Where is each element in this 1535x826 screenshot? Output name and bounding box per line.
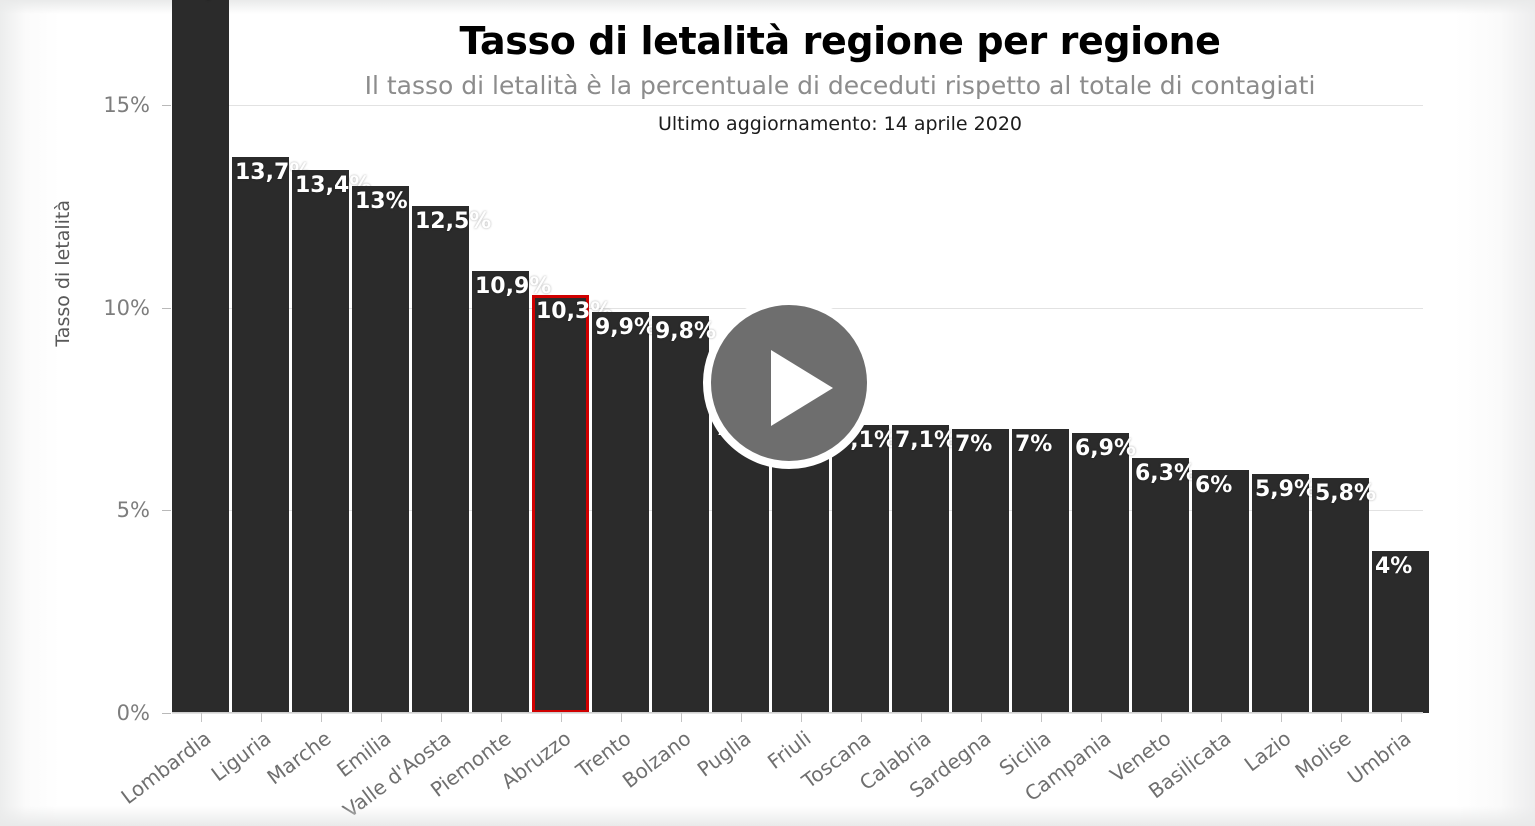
bar-value-label: 5,8% [1315, 480, 1377, 506]
x-axis-tick-mark [1100, 713, 1102, 722]
bar[interactable]: 12,5% [412, 206, 491, 713]
bar[interactable]: 6,9% [1072, 433, 1136, 713]
y-axis-tick-mark [162, 510, 171, 512]
x-axis-tick-mark [1220, 713, 1222, 722]
x-axis-tick-mark [1040, 713, 1042, 722]
y-axis-tick-label: 10% [103, 295, 150, 320]
bar-value-label: 7,1% [895, 428, 957, 454]
play-icon[interactable] [703, 297, 875, 469]
bar[interactable]: 7,1% [892, 425, 956, 713]
y-axis-tick-label: 15% [103, 92, 150, 117]
bar[interactable]: 7% [1012, 429, 1069, 713]
y-axis-tick-mark [162, 307, 171, 309]
bar[interactable]: 4% [1372, 550, 1429, 713]
x-axis-tick-mark [380, 713, 382, 722]
y-axis-title: Tasso di letalità [52, 200, 74, 347]
bar-value-label: 9,9% [595, 314, 657, 340]
bar[interactable]: 7,1% [832, 425, 896, 713]
bar-value-label: 6% [1195, 472, 1233, 498]
x-axis-tick-mark [440, 713, 442, 722]
gridline [172, 104, 1423, 106]
bar-highlighted[interactable]: 10,3% [532, 295, 612, 713]
x-axis-tick-mark [680, 713, 682, 722]
bar-value-label: 5,9% [1255, 476, 1317, 502]
x-axis-tick-mark [200, 713, 202, 722]
play-triangle-icon [771, 350, 833, 426]
x-axis-tick-mark [620, 713, 622, 722]
bar-value-label: 10,9% [475, 274, 552, 300]
bar-value-label: 12,5% [415, 209, 492, 235]
bar-value-label: 6,3% [1135, 460, 1197, 486]
bar-value-label: 7% [1015, 432, 1053, 458]
bar[interactable]: 18,2% [172, 0, 251, 713]
bar[interactable]: 13% [352, 185, 409, 713]
bar[interactable]: 9,8% [652, 315, 716, 713]
bar[interactable]: 5,8% [1312, 477, 1376, 713]
x-axis-tick-mark [740, 713, 742, 722]
bar[interactable]: 5,9% [1252, 473, 1316, 713]
x-axis-label: Lombardia [115, 726, 215, 809]
x-axis-tick-mark [1280, 713, 1282, 722]
bar[interactable]: 13,7% [232, 157, 311, 713]
y-axis-tick-label: 5% [116, 498, 150, 523]
y-axis-tick-mark [162, 713, 171, 714]
x-axis-baseline [172, 712, 1423, 713]
bar[interactable]: 13,4% [292, 169, 371, 713]
bar-value-label: 9,8% [655, 318, 717, 344]
x-axis-tick-mark [320, 713, 322, 722]
bar[interactable]: 6% [1192, 469, 1249, 713]
gridline [172, 713, 1423, 714]
x-axis-tick-mark [800, 713, 802, 722]
x-axis-tick-mark [1160, 713, 1162, 722]
x-axis-tick-mark [860, 713, 862, 722]
bar-value-label: 4% [1375, 553, 1413, 579]
bar[interactable]: 10,9% [472, 271, 551, 713]
x-axis-tick-mark [1400, 713, 1402, 722]
bar-value-label: 18,2% [175, 0, 251, 2]
x-axis-tick-mark [500, 713, 502, 722]
x-axis-tick-mark [1340, 713, 1342, 722]
x-axis-tick-mark [260, 713, 262, 722]
plot-area: 18,2% 13,7%13,4%13% 12,5% 10,9%10,3%9,9%9,8… [116, 0, 1429, 822]
x-axis-tick-mark [560, 713, 562, 722]
y-axis-tick-label: 0% [116, 701, 150, 725]
bar-value-label: 6,9% [1075, 436, 1137, 462]
bar[interactable]: 7% [952, 429, 1009, 713]
y-axis-tick-mark [162, 104, 171, 106]
x-axis-tick-mark [980, 713, 982, 722]
x-axis-tick-mark [920, 713, 922, 722]
bar[interactable]: 6,3% [1132, 457, 1196, 713]
bar-value-label: 7% [955, 432, 993, 458]
bar-value-label: 13% [355, 188, 408, 214]
bar[interactable]: 9,9% [592, 311, 656, 713]
